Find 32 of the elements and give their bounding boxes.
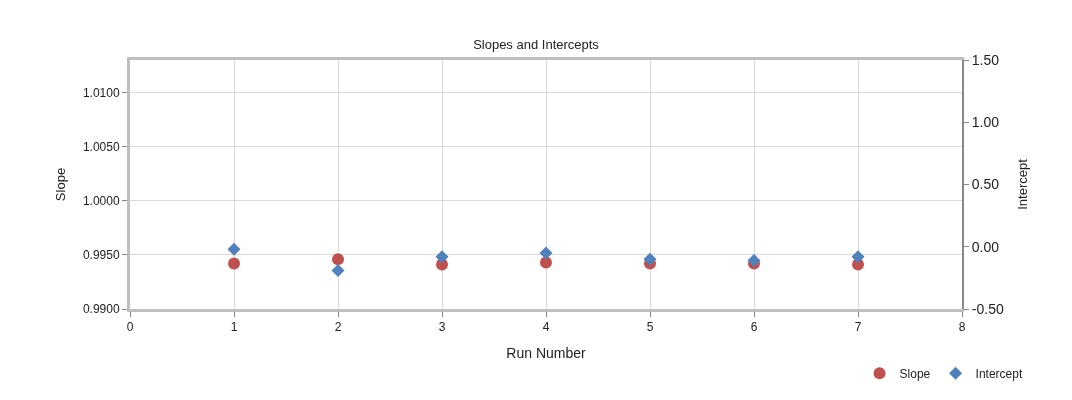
x-tick-label: 4 [542,320,550,335]
y-tick-label: 0.9900 [82,302,120,317]
point [643,252,657,266]
y2-tick-label: 1.50 [971,51,1000,68]
x-axis-title: Run Number [506,344,587,361]
x-tick-label: 3 [438,320,446,335]
point [851,250,865,264]
x-tick-label: 1 [230,320,238,335]
y-tick-label: 1.0050 [82,139,120,154]
x-tick-label: 2 [334,320,342,335]
x-tick-label: 6 [750,320,758,335]
y2-tick-label: 0.50 [971,176,1000,193]
point [331,263,345,277]
y2-tick-label: 0.00 [971,238,1000,255]
x-tick-label: 8 [958,320,966,335]
point [539,246,553,260]
chart-title: Slopes and Intercepts [473,37,600,53]
y2-tick-label: 1.00 [971,114,1000,131]
point [747,253,761,267]
x-tick-label: 0 [126,320,134,335]
point [227,242,241,256]
point [435,250,449,264]
legend-label: Intercept [975,366,1023,381]
legend-label: Slope [899,366,931,381]
y-tick-label: 1.0100 [82,85,120,100]
y-tick-label: 0.9950 [82,248,120,263]
x-tick-label: 7 [854,320,862,335]
x-tick-label: 5 [646,320,654,335]
y2-tick-label: -0.50 [971,300,1004,317]
y-axis-title: Slope [52,167,68,202]
y2-axis-title: Intercept [1015,158,1031,210]
y-tick-label: 1.0000 [82,193,120,208]
